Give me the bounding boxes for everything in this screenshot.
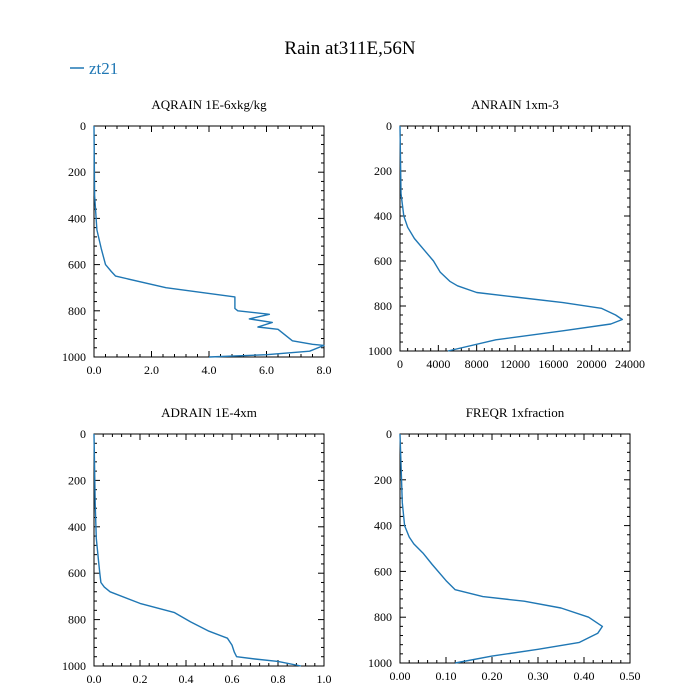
x-tick-label: 0.00 bbox=[390, 669, 411, 683]
panel-4: FREQR 1xfraction 0.00 0.10 0.20 0.30 0.40 0.50… bbox=[368, 405, 641, 683]
x-tick-label: 0.2 bbox=[133, 672, 148, 686]
figure-title: Rain at311E,56N bbox=[284, 38, 415, 59]
x-tick-label: 0.8 bbox=[271, 672, 286, 686]
y-tick-label: 800 bbox=[68, 613, 86, 627]
series-line-zt21 bbox=[399, 433, 604, 664]
y-tick-label: 1000 bbox=[62, 350, 86, 364]
y-tick-label: 0 bbox=[80, 427, 86, 441]
y-tick-label: 800 bbox=[68, 304, 86, 318]
x-tick-label: 24000 bbox=[615, 357, 645, 371]
y-tick-label: 800 bbox=[374, 610, 392, 624]
panel-3: ADRAIN 1E-4xm 0.0 0.2 0.4 0.6 0.8 1.0 0 200 400 60… bbox=[62, 405, 332, 686]
x-tick-label: 0.4 bbox=[179, 672, 194, 686]
y-tick-label: 200 bbox=[68, 165, 86, 179]
x-tick-label: 0 bbox=[397, 357, 403, 371]
legend-label: zt21 bbox=[89, 59, 118, 78]
y-tick-label: 0 bbox=[80, 119, 86, 133]
x-tick-label: 16000 bbox=[538, 357, 568, 371]
x-tick-label: 12000 bbox=[500, 357, 530, 371]
y-tick-label: 600 bbox=[374, 254, 392, 268]
y-tick-label: 400 bbox=[374, 519, 392, 533]
x-tick-label: 0.6 bbox=[225, 672, 240, 686]
y-tick-label: 400 bbox=[68, 520, 86, 534]
panel-title: ANRAIN 1xm-3 bbox=[471, 97, 559, 112]
series-line-zt21 bbox=[399, 125, 623, 352]
y-tick-label: 200 bbox=[374, 473, 392, 487]
x-tick-label: 4.0 bbox=[202, 363, 217, 377]
plot-frame bbox=[93, 433, 325, 667]
panel-1: AQRAIN 1E-6xkg/kg 0.0 2.0 4.0 6.0 8.0 0 200 400 6… bbox=[62, 97, 332, 377]
x-tick-label: 4000 bbox=[426, 357, 450, 371]
y-tick-label: 400 bbox=[68, 211, 86, 225]
y-tick-label: 400 bbox=[374, 209, 392, 223]
y-tick-label: 600 bbox=[68, 258, 86, 272]
y-tick-label: 200 bbox=[68, 473, 86, 487]
x-tick-label: 8000 bbox=[465, 357, 489, 371]
x-tick-label: 0.50 bbox=[620, 669, 641, 683]
x-tick-label: 0.0 bbox=[87, 672, 102, 686]
x-tick-label: 0.10 bbox=[436, 669, 457, 683]
y-tick-label: 0 bbox=[386, 119, 392, 133]
x-tick-label: 0.30 bbox=[528, 669, 549, 683]
y-tick-label: 800 bbox=[374, 299, 392, 313]
y-tick-label: 0 bbox=[386, 427, 392, 441]
x-tick-label: 20000 bbox=[577, 357, 607, 371]
x-tick-label: 0.0 bbox=[87, 363, 102, 377]
x-tick-label: 0.20 bbox=[482, 669, 503, 683]
y-tick-label: 200 bbox=[374, 164, 392, 178]
series-line-zt21 bbox=[93, 433, 302, 667]
plot-frame bbox=[399, 433, 631, 664]
x-tick-label: 6.0 bbox=[259, 363, 274, 377]
y-tick-label: 1000 bbox=[62, 659, 86, 673]
x-tick-label: 0.40 bbox=[574, 669, 595, 683]
series-line-zt21 bbox=[93, 125, 325, 358]
y-tick-label: 1000 bbox=[368, 344, 392, 358]
panel-title: FREQR 1xfraction bbox=[466, 405, 565, 420]
legend: zt21 bbox=[70, 59, 118, 78]
y-tick-label: 600 bbox=[68, 566, 86, 580]
panels: AQRAIN 1E-6xkg/kg 0.0 2.0 4.0 6.0 8.0 0 200 400 6… bbox=[62, 97, 645, 686]
panel-2: ANRAIN 1xm-30 4000 8000 12000 16000 20000 2400… bbox=[368, 97, 645, 371]
x-tick-label: 8.0 bbox=[317, 363, 332, 377]
panel-title: ADRAIN 1E-4xm bbox=[161, 405, 257, 420]
plot-frame bbox=[93, 125, 325, 358]
panel-title: AQRAIN 1E-6xkg/kg bbox=[151, 97, 267, 112]
plot-frame bbox=[399, 125, 631, 352]
y-tick-label: 600 bbox=[374, 564, 392, 578]
x-tick-label: 2.0 bbox=[144, 363, 159, 377]
x-tick-label: 1.0 bbox=[317, 672, 332, 686]
y-tick-label: 1000 bbox=[368, 656, 392, 670]
